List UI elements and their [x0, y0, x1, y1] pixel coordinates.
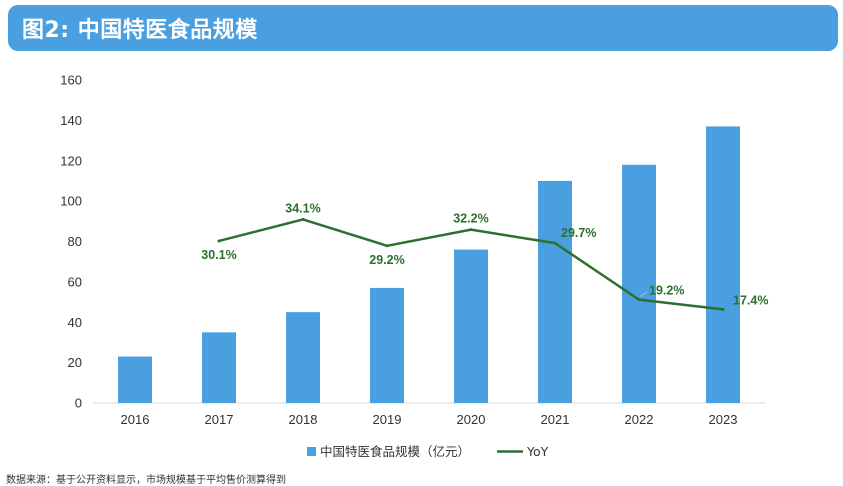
y-tick-label: 100 [60, 194, 82, 209]
figure-title: 图2: 中国特医食品规模 [22, 18, 258, 43]
x-tick-label: 2022 [625, 412, 654, 427]
y-tick-label: 40 [68, 315, 82, 330]
yoy-series [217, 217, 725, 311]
label-leader-line [639, 291, 648, 298]
yoy-data-label: 19.2% [649, 284, 684, 298]
bar [706, 126, 740, 404]
x-axis: 2016 2017 2018 2019 2020 2021 2022 2023 [93, 402, 765, 427]
figure-title-bar: 图2: 中国特医食品规模 [8, 5, 838, 51]
yoy-data-label: 29.7% [561, 226, 596, 240]
yoy-point [217, 239, 221, 243]
bar [286, 312, 320, 403]
yoy-labels: 30.1% 34.1% 29.2% 32.2% 29.7% 19.2% 17.4% [201, 201, 768, 307]
y-tick-label: 0 [75, 396, 82, 411]
y-tick-label: 120 [60, 153, 82, 168]
x-tick-label: 2023 [709, 412, 738, 427]
y-tick-label: 80 [68, 234, 82, 249]
bar [538, 180, 572, 403]
y-tick-label: 20 [68, 355, 82, 370]
legend-bar-label: 中国特医食品规模（亿元） [320, 444, 470, 459]
y-axis: 0 20 40 60 80 100 120 140 160 [60, 73, 82, 411]
bar-series [118, 126, 740, 404]
yoy-data-label: 17.4% [733, 293, 768, 307]
yoy-point [469, 228, 473, 232]
yoy-point [637, 298, 641, 302]
yoy-data-label: 30.1% [201, 248, 236, 262]
bar [118, 356, 152, 403]
bar [370, 287, 404, 403]
x-tick-label: 2016 [121, 412, 150, 427]
y-tick-label: 140 [60, 113, 82, 128]
x-tick-label: 2018 [289, 412, 318, 427]
legend-bar-swatch [307, 447, 316, 456]
x-tick-label: 2020 [457, 412, 486, 427]
bar [622, 164, 656, 403]
bar [202, 332, 236, 403]
yoy-point [301, 217, 305, 221]
yoy-point [721, 307, 725, 311]
y-tick-label: 60 [68, 274, 82, 289]
yoy-data-label: 34.1% [285, 201, 320, 215]
legend: 中国特医食品规模（亿元） YoY [307, 444, 549, 459]
yoy-point [385, 244, 389, 248]
x-tick-label: 2021 [541, 412, 570, 427]
yoy-data-label: 29.2% [369, 253, 404, 267]
source-note: 数据来源：基于公开资料显示，市场规模基于平均售价测算得到 [6, 475, 286, 486]
x-tick-label: 2019 [373, 412, 402, 427]
bar [454, 249, 488, 403]
legend-line-label: YoY [526, 444, 549, 459]
y-tick-label: 160 [60, 73, 82, 88]
yoy-data-label: 32.2% [453, 212, 488, 226]
x-tick-label: 2017 [205, 412, 234, 427]
yoy-point [553, 241, 557, 245]
